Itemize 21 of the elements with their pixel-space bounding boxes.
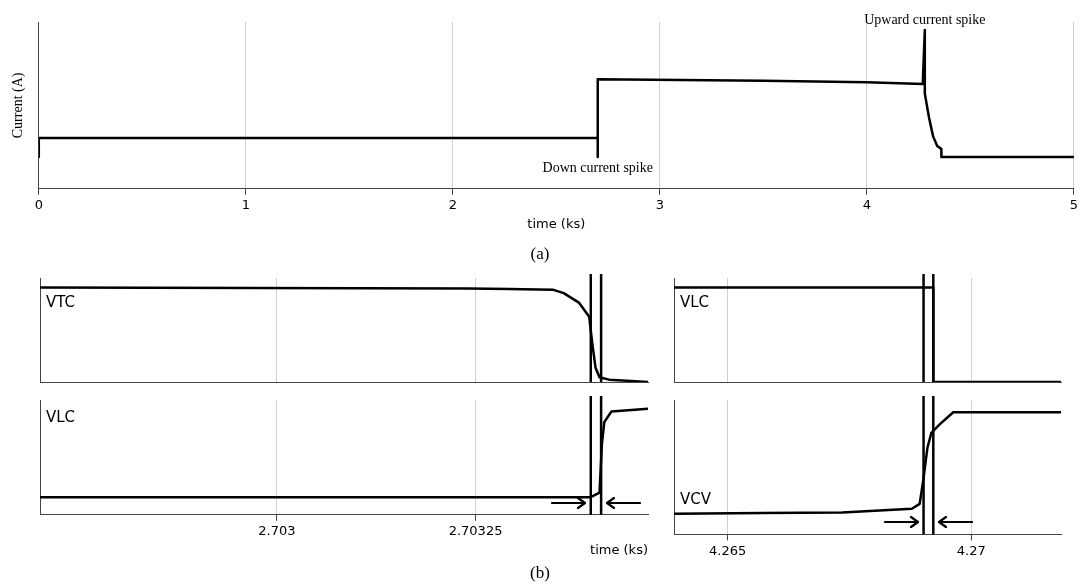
text: VLC [46,408,76,426]
x-tick-label: 4.27 [956,542,986,558]
x-tick-label: 1 [241,196,250,212]
series-label: VCV [680,489,712,508]
annotation: Upward current spike [864,11,986,27]
x-tick-label: 4.265 [709,542,747,558]
x-axis-title: time (ks) [590,541,648,557]
x-tick-label: 2.703 [258,522,296,538]
x-tick-label: 5 [1069,196,1079,212]
x-tick-label: 3 [655,196,664,212]
x-tick-label: 0 [34,196,43,212]
text: (b) [529,563,551,583]
series-label: VTC [46,293,76,312]
y-axis-title: Current (A) [10,72,27,139]
x-tick-label: 2.70325 [448,522,503,538]
x-axis-title: time (ks) [527,215,586,231]
series-label: VLC [680,293,710,312]
x-tick-label: 2 [448,196,457,212]
x-tick-label: 4 [862,196,871,212]
text: (a) [529,244,551,264]
annotation: Down current spike [542,159,653,175]
